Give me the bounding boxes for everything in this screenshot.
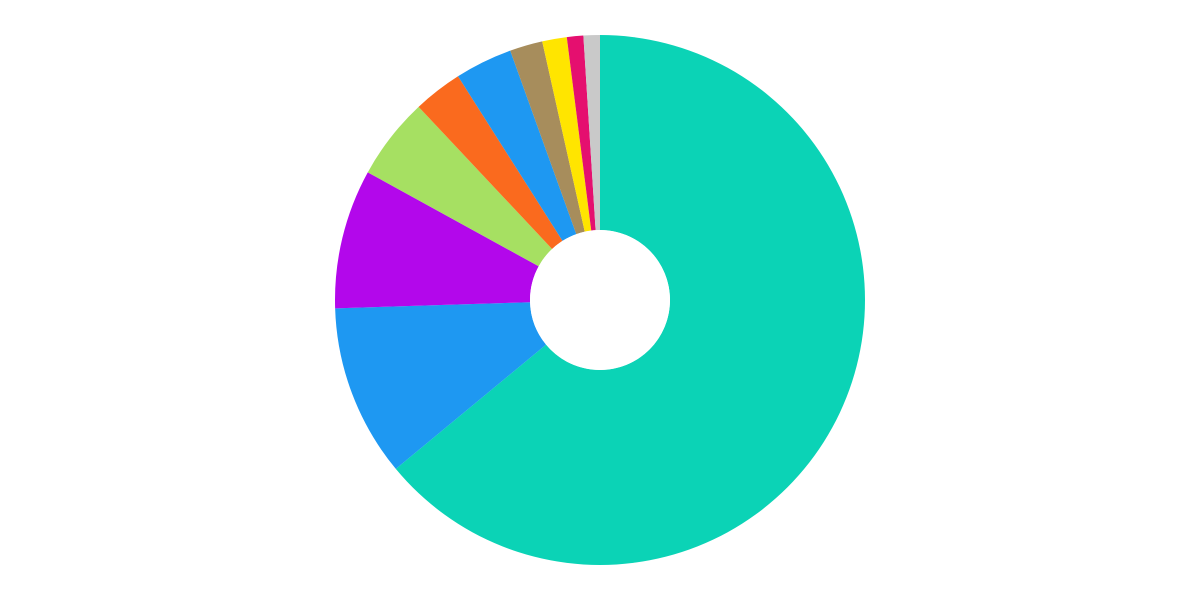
donut-hole [530,230,670,370]
donut-chart-container [0,0,1200,600]
donut-chart [0,0,1200,600]
